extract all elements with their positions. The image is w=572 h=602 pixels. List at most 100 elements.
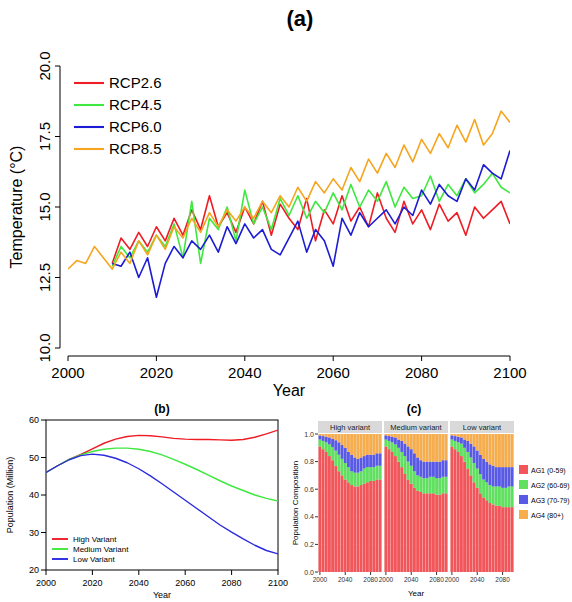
bar-segment (356, 434, 359, 459)
bar-segment (501, 434, 504, 467)
bar-segment (501, 507, 504, 572)
x-axis-label: Year (408, 589, 425, 598)
x-tick-label: 2000 (379, 576, 394, 583)
x-tick-label: 2080 (429, 576, 444, 583)
bar-segment (331, 460, 334, 572)
x-tick (333, 356, 334, 361)
bar-segment (334, 434, 337, 440)
bar-segment (388, 441, 391, 449)
bar-segment (347, 434, 350, 452)
legend-line (52, 548, 68, 550)
bar-segment (356, 473, 359, 487)
y-tick-label: 0.2 (304, 541, 314, 548)
bar-segment (454, 436, 457, 441)
y-tick (41, 495, 46, 496)
y-tick-label: 20.0 (36, 51, 53, 80)
bar-segment (435, 434, 438, 462)
facet-title: Medium variant (390, 423, 442, 432)
bar-segment (450, 440, 453, 447)
y-tick-label: 60 (29, 415, 39, 425)
bar-segment (432, 493, 435, 572)
x-axis (68, 356, 510, 357)
x-tick (385, 572, 386, 575)
bar-segment (344, 480, 347, 572)
bar-segment (416, 434, 419, 457)
bar-segment (353, 457, 356, 472)
bar-segment (397, 462, 400, 572)
bar-segment (356, 459, 359, 473)
bar-segment (331, 439, 334, 447)
legend: High VariantMedium VariantLow Variant (52, 535, 129, 564)
x-tick-label: 2000 (36, 578, 56, 588)
bar-segment (426, 493, 429, 572)
bar-segment (495, 486, 498, 505)
bar-segment (485, 500, 488, 572)
bar-segment (501, 467, 504, 488)
x-tick (477, 572, 478, 575)
bar-segment (337, 434, 340, 442)
bar-segment (495, 506, 498, 572)
legend-label: AG2 (60-69) (531, 482, 570, 490)
bar-segment (473, 446, 476, 463)
bar-segment (435, 495, 438, 572)
bar-segment (495, 467, 498, 486)
bar-segment (454, 434, 457, 436)
bar-segment (325, 452, 328, 572)
bar-segment (498, 506, 501, 572)
bar-segment (482, 480, 485, 498)
bar-segment (379, 466, 382, 480)
legend-label: RCP6.0 (109, 118, 162, 135)
bar-segment (466, 441, 469, 452)
bar-segment (400, 441, 403, 452)
y-tick (41, 457, 46, 458)
y-tick (41, 570, 46, 571)
y-tick-label: 50 (29, 453, 39, 463)
x-tick-label: 2100 (493, 364, 526, 381)
x-tick (156, 356, 157, 361)
x-tick-label: 2000 (313, 576, 328, 583)
bar-segment (391, 442, 394, 452)
y-tick-label: 17.5 (36, 122, 53, 151)
bar-segment (435, 462, 438, 479)
bar-segment (350, 485, 353, 572)
data-lines (68, 111, 510, 297)
bar-segment (344, 463, 347, 480)
bar-segment (429, 434, 432, 462)
y-axis-label: Temperature (°C) (8, 146, 25, 269)
bar-segment (511, 434, 514, 467)
legend-label: RCP8.5 (109, 140, 162, 157)
bar-segment (403, 456, 406, 474)
bar-segment (416, 457, 419, 475)
bar-segment (376, 466, 379, 480)
bar-segment (379, 434, 382, 453)
bar-segment (341, 434, 344, 445)
bar-segment (479, 434, 482, 455)
x-tick-label: 2080 (222, 578, 242, 588)
bar-segment (410, 466, 413, 484)
y-tick-label: 15.0 (36, 192, 53, 221)
x-tick-label: 2040 (228, 364, 261, 381)
bar-segment (485, 434, 488, 462)
bar-segment (450, 434, 453, 435)
x-tick-label: 2080 (405, 364, 438, 381)
y-tick (55, 136, 60, 137)
data-lines (46, 430, 278, 554)
bar-segment (337, 455, 340, 472)
bar-segment (445, 434, 448, 460)
bar-segment (450, 446, 453, 572)
bar-segment (322, 441, 325, 449)
x-tick (502, 572, 503, 575)
x-tick (370, 572, 371, 575)
legend-line (74, 148, 104, 150)
panel: (c)0.00.20.40.60.81.0Population Composit… (291, 402, 570, 598)
x-axis-label: Year (153, 590, 171, 600)
facet-strip (318, 421, 382, 433)
bar-segment (442, 493, 445, 572)
title: (a) (287, 6, 314, 31)
bar-segment (473, 482, 476, 572)
bar-segment (460, 437, 463, 443)
bar-segment (334, 451, 337, 466)
bar-segment (488, 485, 491, 503)
bar-segment (407, 434, 410, 446)
bar-segment (469, 475, 472, 572)
